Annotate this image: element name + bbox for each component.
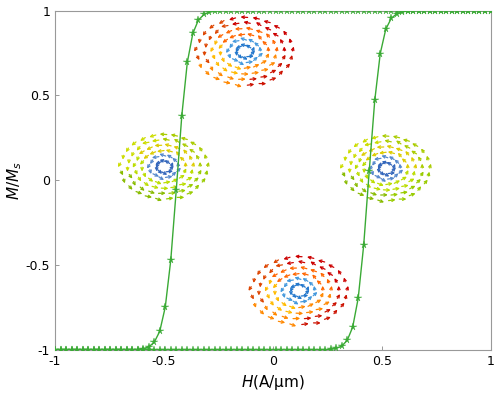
Y-axis label: $M/M_s$: $M/M_s$	[6, 161, 25, 200]
X-axis label: $H\mathrm{(A/\mu m)}$: $H\mathrm{(A/\mu m)}$	[240, 373, 305, 392]
